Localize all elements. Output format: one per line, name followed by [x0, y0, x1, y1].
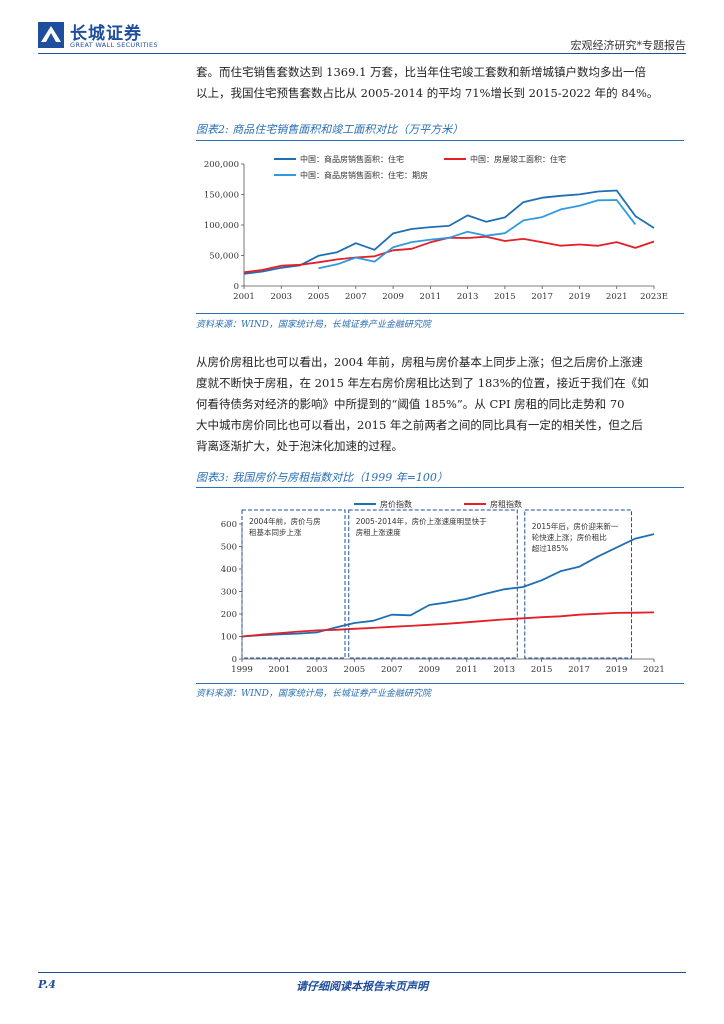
x-tick-label: 2001	[269, 665, 291, 675]
x-tick-label: 2007	[381, 665, 403, 675]
annotation-text: 2005-2014年，房价上涨速度明显快于	[356, 516, 487, 526]
x-tick-label: 2011	[456, 665, 478, 675]
series-line-0	[241, 533, 655, 638]
logo-text-cn: 长城证券	[70, 24, 142, 44]
legend-label: 中国：商品房销售面积：住宅	[300, 154, 404, 164]
figure-2-title: 图表2: 商品住宅销售面积和竣工面积对比（万平方米）	[196, 123, 464, 136]
x-tick-label: 2005	[308, 292, 330, 302]
figure-2-bottom-rule	[196, 313, 684, 314]
page-number: P.4	[38, 978, 56, 991]
annotation-box	[348, 509, 518, 659]
y-tick-label: 400	[221, 565, 237, 575]
company-logo-icon	[38, 22, 64, 48]
annotation-text: 2015年后，房价迎来新一	[532, 521, 619, 531]
paragraph-2-line: 从房价房租比也可以看出，2004 年前，房租与房价基本上同步上涨；但之后房价上涨…	[196, 355, 643, 369]
figure-2-chart: 0 50,000 100,000 150,000 200,000 2001 2003 2005…	[196, 144, 684, 310]
report-type: 宏观经济研究*专题报告	[570, 39, 687, 52]
x-tick-label: 2007	[345, 292, 367, 302]
y-tick-label: 0	[232, 655, 237, 665]
legend-label: 中国：房屋竣工面积：住宅	[470, 154, 566, 164]
annotation-box	[241, 509, 346, 659]
y-tick-label: 100,000	[204, 221, 239, 231]
figure-2-svg: 0 50,000 100,000 150,000 200,000 2001 2003 2005…	[204, 154, 668, 302]
figure-3-source: 资料来源：WIND，国家统计局，长城证券产业金融研究院	[196, 689, 431, 699]
y-tick-label: 200	[221, 610, 237, 620]
x-tick-label: 2015	[531, 665, 553, 675]
x-tick-label: 2003	[306, 665, 328, 675]
x-tick-label: 1999	[231, 665, 253, 675]
legend-label: 房价指数	[380, 499, 412, 509]
y-tick-label: 300	[221, 588, 237, 598]
x-tick-label: 2021	[643, 665, 665, 675]
y-tick-label: 150,000	[204, 191, 239, 201]
x-tick-label: 2001	[233, 292, 255, 302]
y-tick-label: 600	[221, 520, 237, 530]
series-line-1	[243, 235, 655, 274]
footer-disclaimer: 请仔细阅读本报告末页声明	[296, 980, 428, 993]
annotation-text: 超过185%	[532, 543, 568, 553]
figure-3-bottom-rule	[196, 683, 684, 684]
annotation-text: 租基本同步上涨	[249, 527, 302, 537]
paragraph-2-line: 何看待债务对经济的影响》中所提到的“阈值 185%”。从 CPI 房租的同比走势…	[196, 397, 625, 411]
y-tick-label: 50,000	[209, 252, 239, 262]
footer-divider	[38, 972, 686, 973]
annotation-text: 轮快速上涨；房价租比	[532, 532, 607, 542]
x-tick-label: 2011	[420, 292, 442, 302]
annotation-text: 房租上涨速度	[356, 527, 401, 537]
x-tick-label: 2013	[493, 665, 515, 675]
legend-label: 房租指数	[490, 499, 522, 509]
paragraph-2-line: 度就不断快于房租，在 2015 年左右房价房租比达到了 183%的位置，接近于我…	[196, 376, 649, 390]
y-tick-label: 0	[234, 282, 239, 292]
x-tick-label: 2005	[344, 665, 366, 675]
figure-3-svg: 0 100 200 300 400 500 600 1999 2001 2003 2005 2007 2…	[221, 499, 665, 675]
x-tick-label: 2019	[569, 292, 591, 302]
paragraph-1-line-2: 以上，我国住宅预售套数占比从 2005-2014 的平均 71%增长到 2015…	[196, 86, 659, 100]
figure-2-source: 资料来源：WIND，国家统计局，长城证券产业金融研究院	[196, 320, 431, 330]
x-tick-label: 2019	[606, 665, 628, 675]
figure-3-title: 图表3: 我国房价与房租指数对比（1999 年=100）	[196, 471, 448, 484]
paragraph-2-line: 大中城市房价同比也可以看出，2015 年之前两者之间的同比具有一定的相关性，但之…	[196, 418, 643, 432]
figure-3-top-rule	[196, 487, 684, 488]
x-tick-label: 2023E	[640, 292, 668, 302]
paragraph-1-line-1: 套。而住宅销售套数达到 1369.1 万套，比当年住宅竣工套数和新增城镇户数均多…	[196, 65, 647, 79]
legend-label: 中国：商品房销售面积：住宅：期房	[300, 170, 428, 180]
series-line-0	[243, 189, 655, 275]
paragraph-2-line: 背离逐渐扩大，处于泡沫化加速的过程。	[196, 439, 403, 453]
series-line-1	[241, 611, 655, 638]
figure-2-top-rule	[196, 140, 684, 141]
y-tick-label: 100	[221, 633, 237, 643]
x-tick-label: 2009	[382, 292, 404, 302]
annotation-text: 2004年前，房价与房	[249, 516, 321, 526]
x-tick-label: 2003	[270, 292, 292, 302]
series-line-2	[318, 199, 637, 270]
annotation-box	[524, 509, 633, 659]
logo-text-en: GREAT WALL SECURITIES	[70, 41, 158, 49]
x-tick-label: 2015	[494, 292, 516, 302]
y-tick-label: 200,000	[204, 160, 239, 170]
x-tick-label: 2009	[418, 665, 440, 675]
x-tick-label: 2021	[606, 292, 628, 302]
header-divider	[38, 53, 686, 54]
x-tick-label: 2013	[457, 292, 479, 302]
x-tick-label: 2017	[531, 292, 553, 302]
y-tick-label: 500	[221, 543, 237, 553]
x-tick-label: 2017	[568, 665, 590, 675]
figure-3-chart: 0 100 200 300 400 500 600 1999 2001 2003 2005 2007 2…	[196, 491, 684, 681]
